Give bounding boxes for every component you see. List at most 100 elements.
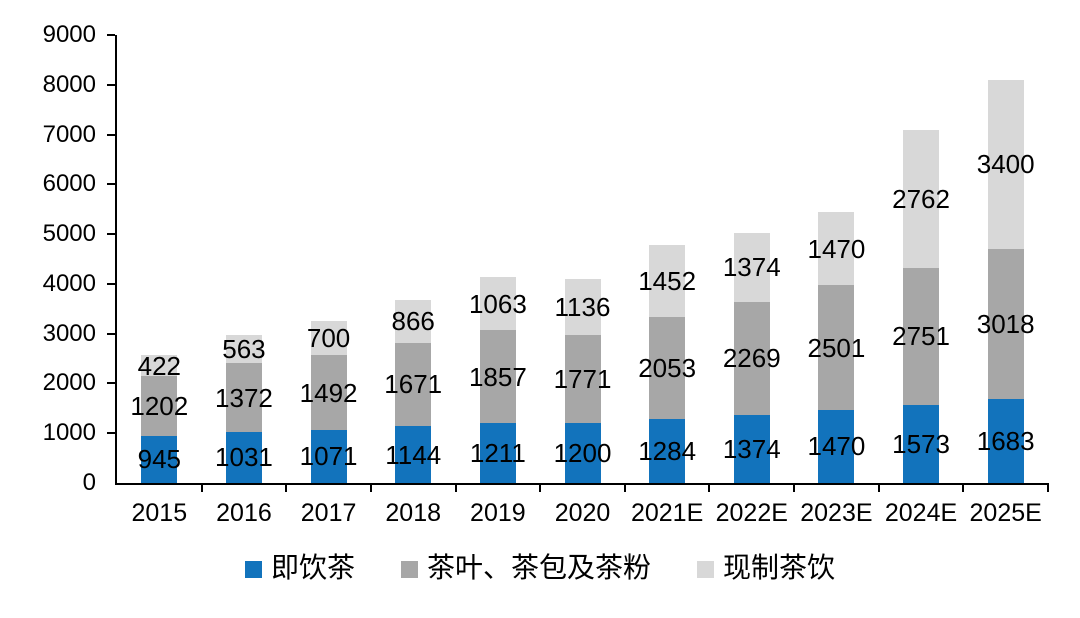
x-axis-label: 2021E	[630, 499, 704, 527]
y-axis-label: 9000	[42, 21, 96, 48]
bar-segment-tea-leaves-bags-powder	[564, 335, 601, 424]
x-axis-label: 2019	[470, 499, 526, 527]
bar-segment-freshly-made-tea	[310, 320, 347, 356]
bar-value-label: 700	[306, 322, 351, 353]
x-axis-label: 2025E	[969, 499, 1042, 527]
bar-segment-ready-to-drink-tea	[310, 429, 347, 483]
legend-item: 即饮茶	[244, 552, 355, 586]
bar-value-label: 1211	[469, 437, 526, 468]
legend-swatch-icon	[244, 560, 262, 578]
bar-value-label: 1063	[468, 288, 527, 319]
bar-value-label: 1202	[130, 391, 189, 422]
bar-segment-freshly-made-tea	[479, 277, 516, 331]
bar-segment-ready-to-drink-tea	[564, 423, 601, 483]
x-axis-line	[115, 483, 1048, 485]
bar-segment-freshly-made-tea	[733, 233, 770, 302]
bar-value-label: 1200	[553, 438, 612, 469]
bar-value-label: 1136	[554, 291, 611, 322]
y-axis-label: 8000	[42, 70, 96, 98]
bar-segment-freshly-made-tea	[225, 335, 262, 364]
bar-segment-ready-to-drink-tea	[225, 431, 262, 483]
x-axis-label: 2017	[300, 499, 357, 527]
bar-value-label: 2053	[638, 352, 697, 383]
legend-item: 茶叶、茶包及茶粉	[400, 552, 651, 586]
bar-segment-ready-to-drink-tea	[818, 409, 855, 483]
bar-segment-ready-to-drink-tea	[733, 414, 770, 483]
x-axis-tick	[962, 483, 965, 492]
bar-value-label: 1284	[638, 436, 697, 467]
bar-value-label: 1374	[722, 252, 781, 283]
x-axis-tick	[285, 483, 288, 492]
y-axis-label: 4000	[42, 269, 96, 297]
y-axis-tick	[107, 432, 115, 435]
bar-value-label: 1071	[299, 441, 358, 472]
bar-segment-tea-leaves-bags-powder	[395, 342, 432, 427]
x-axis-tick	[793, 483, 796, 492]
bar-segment-freshly-made-tea	[564, 278, 601, 336]
legend-label: 即饮茶	[270, 553, 355, 584]
bar-segment-ready-to-drink-tea	[395, 426, 432, 483]
y-axis-tick	[107, 332, 115, 335]
x-axis-label: 2016	[216, 499, 272, 527]
x-axis-tick	[708, 483, 711, 492]
bar-value-label: 2501	[807, 332, 866, 363]
bar-segment-freshly-made-tea	[903, 130, 940, 268]
legend-label: 现制茶饮	[723, 553, 836, 584]
bar-segment-ready-to-drink-tea	[649, 419, 686, 483]
y-axis-label: 1000	[42, 419, 96, 447]
y-axis-label: 0	[82, 469, 96, 496]
bar-segment-tea-leaves-bags-powder	[479, 330, 516, 423]
legend: 即饮茶 茶叶、茶包及茶粉 现制茶饮	[0, 552, 1080, 586]
legend-swatch-icon	[400, 560, 418, 578]
bar-value-label: 1372	[215, 382, 273, 413]
bar-value-label: 2751	[892, 321, 950, 352]
y-axis-tick	[107, 382, 115, 385]
x-axis-label: 2015	[131, 499, 188, 527]
x-axis-label: 2022E	[715, 499, 788, 527]
x-axis-tick	[369, 483, 372, 492]
bar-segment-freshly-made-tea	[395, 299, 432, 343]
bar-value-label: 1492	[299, 377, 358, 408]
x-axis-label: 2018	[385, 499, 442, 527]
bar-value-label: 1470	[807, 431, 866, 462]
bar-value-label: 1144	[385, 439, 442, 470]
y-axis-label: 6000	[42, 170, 96, 198]
bar-segment-ready-to-drink-tea	[479, 422, 516, 483]
bar-segment-tea-leaves-bags-powder	[225, 363, 262, 432]
bar-segment-tea-leaves-bags-powder	[733, 301, 770, 415]
y-axis-label: 7000	[42, 120, 96, 148]
bar-value-label: 3400	[976, 149, 1035, 180]
x-axis-label: 2024E	[884, 499, 958, 527]
bar-segment-tea-leaves-bags-powder	[987, 248, 1024, 400]
bar-value-label: 1031	[215, 442, 273, 473]
y-axis-tick	[107, 183, 115, 186]
bar-segment-ready-to-drink-tea	[903, 404, 940, 483]
legend-label: 茶叶、茶包及茶粉	[426, 553, 651, 584]
bar-value-label: 2762	[892, 184, 950, 215]
x-axis-tick	[539, 483, 542, 492]
bar-segment-ready-to-drink-tea	[141, 435, 178, 483]
y-axis-tick	[107, 34, 115, 36]
bar-segment-tea-leaves-bags-powder	[649, 316, 686, 420]
bar-value-label: 2269	[722, 343, 781, 374]
bar-value-label: 1573	[892, 428, 950, 459]
x-axis-label: 2020	[554, 499, 611, 527]
y-axis-label: 3000	[42, 319, 96, 347]
bar-value-label: 1771	[553, 364, 612, 395]
legend-swatch-icon	[697, 560, 714, 578]
y-axis-line	[115, 35, 117, 485]
bar-value-label: 1374	[722, 433, 781, 464]
bar-value-label: 422	[137, 350, 181, 381]
bar-value-label: 1470	[807, 233, 866, 264]
bar-value-label: 3018	[976, 309, 1035, 340]
bar-value-label: 1857	[468, 361, 527, 392]
bar-value-label: 1671	[384, 369, 443, 400]
bar-segment-tea-leaves-bags-powder	[141, 376, 178, 436]
bar-segment-freshly-made-tea	[818, 212, 855, 286]
bar-segment-tea-leaves-bags-powder	[903, 267, 940, 405]
bar-segment-tea-leaves-bags-powder	[818, 285, 855, 410]
bar-value-label: 866	[391, 306, 435, 337]
y-axis-label: 5000	[42, 220, 96, 248]
bar-value-label: 563	[222, 334, 266, 365]
